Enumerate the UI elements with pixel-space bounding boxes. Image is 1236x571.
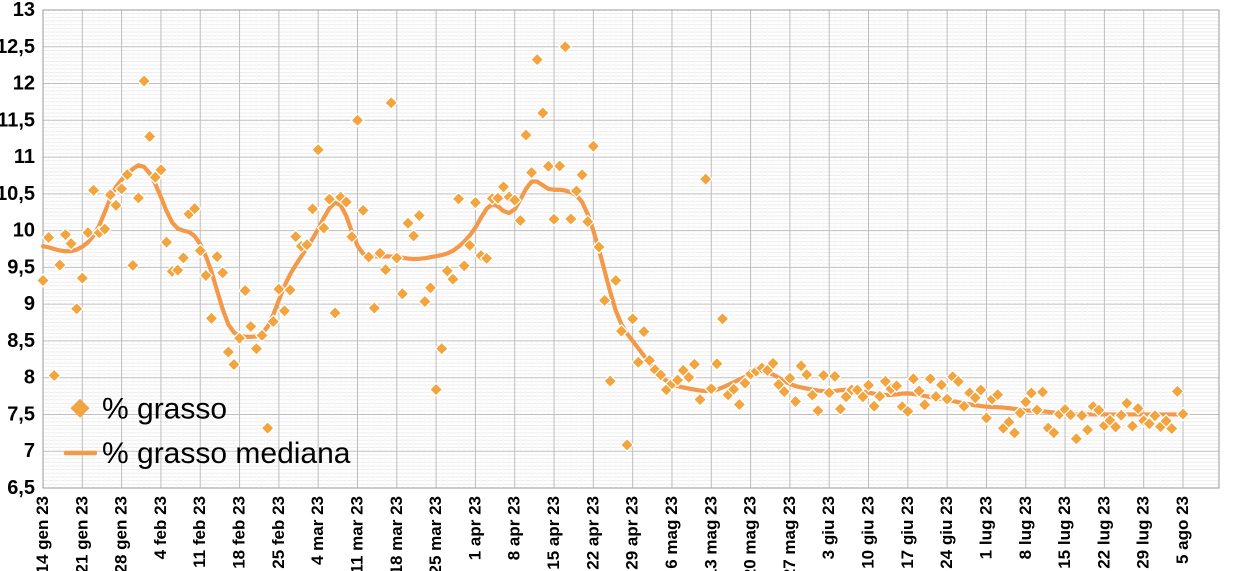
svg-text:12: 12 <box>13 73 35 95</box>
svg-text:13 mag 23: 13 mag 23 <box>701 496 720 571</box>
svg-text:% grasso mediana: % grasso mediana <box>102 437 351 470</box>
svg-text:1 lug 23: 1 lug 23 <box>976 496 995 559</box>
svg-text:8 apr 23: 8 apr 23 <box>505 496 524 560</box>
svg-text:22 lug 23: 22 lug 23 <box>1094 496 1113 569</box>
svg-text:4 mar 23: 4 mar 23 <box>308 496 327 565</box>
svg-text:24 giu 23: 24 giu 23 <box>937 496 956 569</box>
svg-text:27 mag 23: 27 mag 23 <box>780 496 799 571</box>
svg-text:8,5: 8,5 <box>7 330 35 352</box>
svg-text:20 mag 23: 20 mag 23 <box>741 496 760 571</box>
svg-text:3 giu 23: 3 giu 23 <box>819 496 838 559</box>
svg-text:14 gen 23: 14 gen 23 <box>33 496 52 571</box>
svg-text:29 lug 23: 29 lug 23 <box>1134 496 1153 569</box>
svg-text:6,5: 6,5 <box>7 477 35 499</box>
svg-text:10: 10 <box>13 220 35 242</box>
svg-text:6 mag 23: 6 mag 23 <box>662 496 681 569</box>
svg-text:17 giu 23: 17 giu 23 <box>898 496 917 569</box>
svg-text:10 giu 23: 10 giu 23 <box>859 496 878 569</box>
svg-text:1 apr 23: 1 apr 23 <box>465 496 484 560</box>
svg-text:15 lug 23: 15 lug 23 <box>1055 496 1074 569</box>
svg-text:25 feb 23: 25 feb 23 <box>269 496 288 569</box>
svg-text:8 lug 23: 8 lug 23 <box>1016 496 1035 559</box>
svg-text:9,5: 9,5 <box>7 256 35 278</box>
svg-text:% grasso: % grasso <box>102 392 227 425</box>
svg-text:10,5: 10,5 <box>0 183 35 205</box>
svg-text:18 mar 23: 18 mar 23 <box>387 496 406 571</box>
svg-text:11,5: 11,5 <box>0 109 35 131</box>
svg-text:22 apr 23: 22 apr 23 <box>583 496 602 570</box>
svg-text:9: 9 <box>24 293 35 315</box>
svg-text:21 gen 23: 21 gen 23 <box>72 496 91 571</box>
svg-text:7: 7 <box>24 440 35 462</box>
svg-text:5 ago 23: 5 ago 23 <box>1173 496 1192 564</box>
svg-text:11 mar 23: 11 mar 23 <box>347 496 366 571</box>
svg-text:7,5: 7,5 <box>7 403 35 425</box>
svg-text:13: 13 <box>13 0 35 21</box>
svg-text:8: 8 <box>24 367 35 389</box>
svg-text:15 apr 23: 15 apr 23 <box>544 496 563 570</box>
svg-text:11: 11 <box>14 146 35 168</box>
svg-text:25 mar 23: 25 mar 23 <box>426 496 445 571</box>
svg-text:12,5: 12,5 <box>0 36 35 58</box>
svg-text:28 gen 23: 28 gen 23 <box>112 496 131 571</box>
svg-text:29 apr 23: 29 apr 23 <box>623 496 642 570</box>
svg-text:18 feb 23: 18 feb 23 <box>230 496 249 569</box>
svg-text:4 feb 23: 4 feb 23 <box>151 496 170 559</box>
svg-text:11 feb 23: 11 feb 23 <box>190 496 209 568</box>
